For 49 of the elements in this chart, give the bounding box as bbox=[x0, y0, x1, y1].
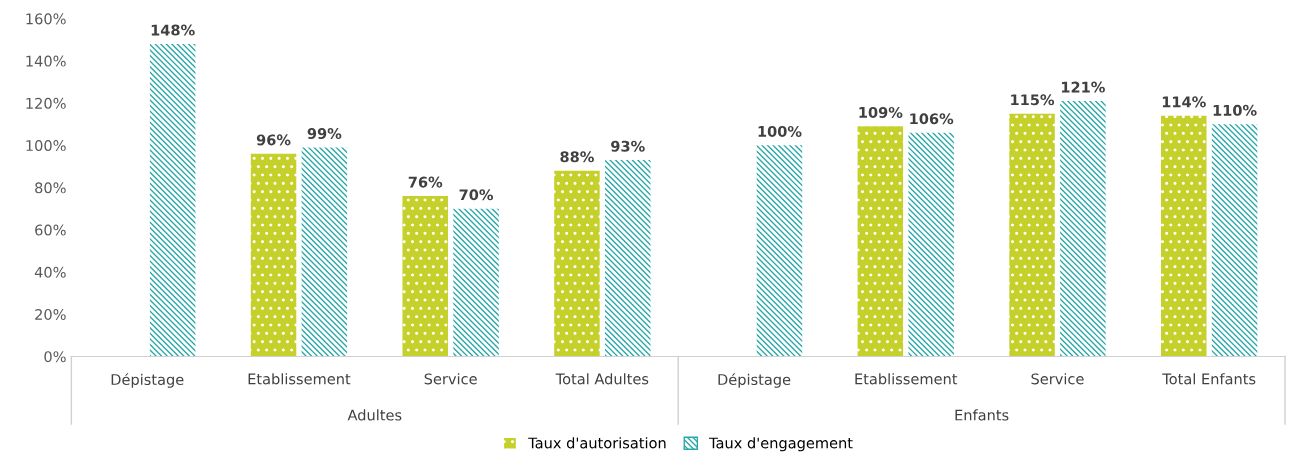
bar bbox=[250, 153, 297, 357]
bar bbox=[756, 145, 803, 357]
y-tick-label: 100% bbox=[26, 140, 66, 152]
y-tick-label: 40% bbox=[34, 266, 66, 278]
y-tick-label: 60% bbox=[35, 224, 66, 236]
bar bbox=[1060, 100, 1106, 357]
bar bbox=[857, 126, 904, 357]
data-label: 106% bbox=[910, 113, 954, 125]
y-tick-label: 120% bbox=[26, 97, 66, 109]
bar bbox=[554, 170, 600, 357]
y-tick-label: 20% bbox=[35, 308, 66, 321]
data-label: 114% bbox=[1162, 96, 1206, 108]
data-label: 96% bbox=[256, 134, 291, 146]
bar bbox=[1009, 113, 1055, 357]
x-tick-label: Etablissement bbox=[855, 373, 958, 385]
bar bbox=[453, 208, 499, 357]
y-tick-label: 0% bbox=[44, 351, 66, 363]
data-label: 99% bbox=[307, 128, 342, 140]
x-tick-label: Dépistage bbox=[718, 373, 791, 388]
bar bbox=[1161, 115, 1207, 357]
y-tick-label: 160% bbox=[26, 13, 66, 25]
legend-label: Taux d'engagement bbox=[708, 437, 853, 452]
bar bbox=[301, 147, 348, 357]
text: Enfants bbox=[955, 409, 1009, 421]
data-label: 115% bbox=[1011, 94, 1055, 106]
x-tick-label: Service bbox=[1031, 373, 1084, 385]
bar bbox=[402, 196, 448, 357]
y-tick-label: 140% bbox=[26, 55, 66, 67]
x-tick-label: Total Enfants bbox=[1162, 373, 1256, 385]
x-tick-label: Total Adultes bbox=[555, 373, 649, 385]
data-label: 93% bbox=[611, 140, 645, 152]
legend-label: Taux d'autorisation bbox=[528, 437, 666, 449]
data-label: 121% bbox=[1061, 81, 1105, 93]
x-tick-label: Dépistage bbox=[111, 373, 184, 388]
bar bbox=[149, 43, 196, 357]
x-tick-label: Service bbox=[424, 373, 477, 385]
data-label: 70% bbox=[459, 189, 494, 201]
text: Adultes bbox=[347, 409, 402, 421]
bar bbox=[908, 132, 954, 357]
data-label: 88% bbox=[560, 151, 594, 163]
bar bbox=[605, 160, 651, 357]
data-label: 100% bbox=[758, 125, 802, 137]
data-label: 110% bbox=[1213, 104, 1257, 116]
y-tick-label: 80% bbox=[35, 182, 66, 194]
data-label: 148% bbox=[151, 24, 195, 36]
bar bbox=[1211, 124, 1258, 357]
data-label: 76% bbox=[408, 176, 443, 188]
x-tick-label: Etablissement bbox=[248, 373, 351, 385]
data-label: 109% bbox=[859, 106, 903, 118]
